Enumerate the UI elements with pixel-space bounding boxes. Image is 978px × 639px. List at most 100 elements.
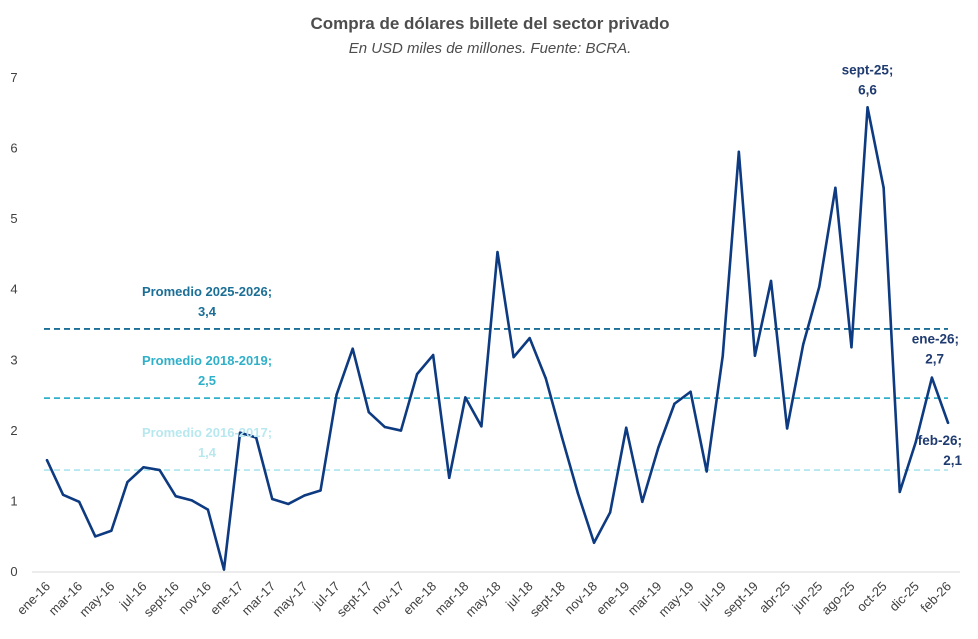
data-point [126,480,129,484]
average-value-label: 1,4 [198,445,217,460]
x-tick-label: ene-16 [14,579,53,618]
average-label: Promedio 2016-2017; [142,425,272,440]
annotation-value: 2,1 [943,453,962,468]
average-label: Promedio 2018-2019; [142,353,272,368]
data-point [898,490,901,494]
data-point [625,426,628,429]
y-tick-label: 5 [10,211,17,226]
x-tick-label: may-19 [655,579,696,620]
data-point [254,436,258,439]
data-point [158,468,161,472]
data-point [351,347,354,350]
data-point [576,492,580,495]
data-point [673,402,676,405]
chart-subtitle: En USD miles de millones. Fuente: BCRA. [349,40,632,57]
annotation-label: sept-25; [842,62,894,77]
data-point [834,186,837,189]
x-tick-label: ene-19 [593,579,632,618]
data-point [592,541,596,544]
data-point [319,489,322,492]
average-value-label: 2,5 [198,373,216,388]
data-point [882,186,885,189]
x-tick-label: sept-18 [527,579,568,620]
data-point [383,425,387,429]
x-tick-label: nov-17 [368,579,407,618]
x-tick-label: ago-25 [818,579,857,618]
data-point [367,411,370,414]
data-point [448,476,451,480]
average-label: Promedio 2025-2026; [142,284,272,299]
x-tick-label: abr-25 [756,579,793,616]
series-group [45,106,950,571]
x-tick-label: dic-25 [886,579,922,615]
data-point [946,421,950,424]
data-point [528,336,531,340]
x-tick-label: may-18 [462,579,503,620]
average-labels: Promedio 2025-2026; 3,4 Promedio 2018-2019… [142,284,272,460]
x-tick-label: sept-17 [334,579,375,620]
data-point [415,372,419,376]
y-tick-label: 3 [10,352,17,367]
data-point [512,355,515,359]
annotations: sept-25; 6,6 ene-26; 2,7 feb-26; 2,1 [842,62,963,467]
data-point [480,425,483,428]
data-point [785,427,789,430]
x-tick-label: sept-16 [141,579,182,620]
data-point [303,494,306,497]
data-point [431,353,435,357]
data-point [335,393,338,396]
y-tick-label: 6 [10,141,17,156]
data-point [399,429,403,432]
x-tick-label: may-17 [269,579,310,620]
data-point [142,466,145,469]
data-point [753,354,757,357]
data-point [496,250,499,254]
data-point [174,494,177,498]
x-tick-label: nov-16 [175,579,214,618]
x-tick-label: nov-18 [561,579,600,618]
data-point [464,396,467,399]
annotation-value: 2,7 [925,352,944,367]
data-point [769,279,773,283]
data-point [705,470,708,473]
average-value-label: 3,4 [198,304,217,319]
x-tick-label: oct-25 [854,579,890,615]
data-point [641,500,644,504]
x-tick-label: sept-19 [720,579,761,620]
x-tick-label: may-16 [76,579,117,620]
data-point [271,497,274,501]
y-axis: 0 1 2 3 4 5 6 7 [10,70,17,579]
annotation-value: 6,6 [858,82,877,97]
data-point [866,106,869,109]
data-point [222,568,226,571]
data-point [914,440,918,444]
chart-title: Compra de dólares billete del sector pri… [311,14,670,33]
data-point [721,354,724,357]
series-line [45,106,950,571]
data-point [206,508,210,511]
data-point [657,446,660,449]
y-tick-label: 1 [10,493,17,508]
y-tick-label: 0 [10,564,17,579]
y-tick-label: 2 [10,423,17,438]
data-point [77,500,81,504]
data-point [287,502,290,506]
data-point [560,435,564,439]
data-point [238,431,242,434]
x-tick-label: ene-18 [400,579,439,618]
x-tick-label: ene-17 [207,579,246,618]
y-tick-label: 4 [10,282,17,297]
data-point [110,529,113,532]
annotation-label: feb-26; [918,433,962,448]
data-point [61,493,65,496]
data-point [801,343,805,346]
data-point [544,377,547,380]
data-point [850,346,853,349]
y-tick-label: 7 [10,70,17,85]
data-point [818,285,821,288]
data-point [930,376,934,379]
data-point [94,535,97,538]
